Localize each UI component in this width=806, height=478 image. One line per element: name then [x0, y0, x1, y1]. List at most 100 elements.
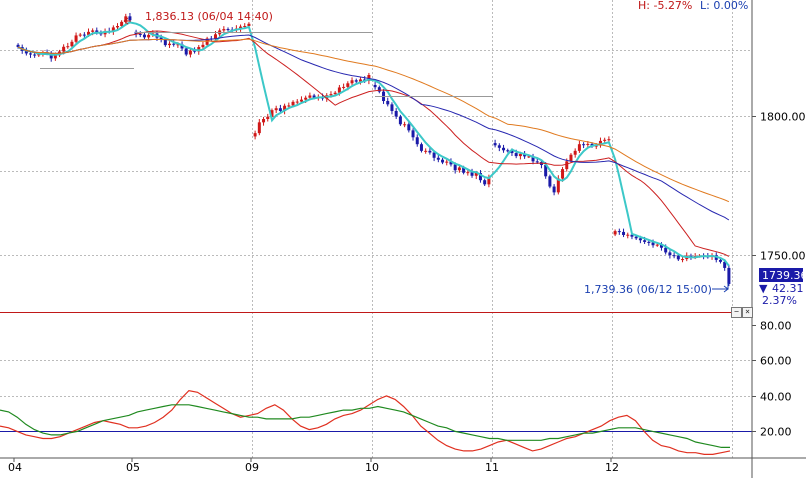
- candle-body: [257, 122, 261, 134]
- price-y-tick-label: 1750.00: [760, 250, 806, 263]
- candle-body: [163, 39, 167, 46]
- candle-body: [676, 255, 680, 260]
- candle-body: [552, 186, 556, 193]
- candle-body: [470, 172, 474, 176]
- candle-body: [49, 53, 53, 59]
- candle-body: [655, 244, 659, 246]
- candle-body: [603, 139, 607, 141]
- candle-body: [312, 95, 316, 98]
- candle-body: [193, 50, 197, 52]
- candle-body: [147, 34, 151, 38]
- candle-body: [462, 167, 466, 173]
- osc-y-tick-label: 20.00: [760, 426, 792, 439]
- candle-body: [689, 255, 693, 257]
- candle-body: [33, 54, 37, 56]
- high-marker-label: 1,836.13 (06/04 14:40): [145, 10, 273, 23]
- candle-body: [506, 150, 510, 152]
- candle-body: [449, 161, 453, 165]
- candle-body: [398, 116, 402, 125]
- candle-body: [266, 116, 270, 120]
- candle-body: [466, 172, 470, 174]
- close-panel-button[interactable]: ×: [742, 307, 753, 318]
- osc-slow-line: [0, 404, 730, 448]
- candle-body: [159, 37, 163, 40]
- candle-body: [373, 84, 377, 88]
- candle-body: [346, 83, 350, 87]
- change-value: 42.31: [772, 282, 804, 295]
- candle-body: [535, 161, 539, 163]
- oscillator-panel: [0, 312, 752, 455]
- candle-body: [377, 87, 381, 92]
- candle-body: [403, 124, 407, 126]
- candle-body: [441, 159, 445, 163]
- candle-body: [337, 87, 341, 93]
- candle-body: [478, 172, 482, 181]
- candle-body: [304, 97, 308, 100]
- candle-body: [681, 259, 685, 261]
- candle-body: [432, 152, 436, 158]
- candle-body: [142, 34, 146, 38]
- candle-body: [53, 55, 57, 59]
- candle-body: [445, 161, 449, 163]
- candle-body: [95, 30, 99, 33]
- candle-body: [622, 231, 626, 235]
- candle-body: [176, 44, 180, 46]
- candle-body: [668, 252, 672, 256]
- minimize-panel-button[interactable]: −: [731, 307, 742, 318]
- candle-body: [483, 180, 487, 185]
- candle-body: [723, 261, 727, 268]
- candle-body: [727, 267, 731, 284]
- candle-body: [607, 139, 611, 141]
- candle-body: [626, 234, 630, 236]
- candle-body: [222, 29, 226, 31]
- candle-body: [474, 172, 478, 176]
- ma-red-line: [17, 30, 730, 257]
- candle-body: [29, 53, 32, 55]
- candle-body: [262, 119, 266, 123]
- candle-body: [358, 79, 362, 82]
- candle-body: [415, 137, 419, 145]
- last-value-text: 1739.36: [762, 269, 806, 282]
- candle-body: [278, 108, 282, 111]
- candle-body: [453, 164, 457, 171]
- candle-body: [638, 238, 642, 241]
- candle-body: [82, 34, 86, 36]
- candle-body: [16, 44, 20, 48]
- candle-body: [291, 101, 295, 106]
- candle-body: [424, 150, 428, 152]
- candle-body: [617, 231, 621, 233]
- candle-body: [201, 44, 205, 48]
- candle-body: [428, 150, 432, 153]
- candle-body: [283, 105, 287, 111]
- candle-body: [556, 178, 560, 193]
- candle-body: [138, 34, 142, 36]
- candle-body: [527, 156, 531, 158]
- candle-body: [197, 47, 201, 52]
- ma-fast-line: [17, 21, 730, 267]
- candle-body: [598, 140, 602, 146]
- candle-body: [184, 48, 188, 55]
- candle-body: [544, 164, 548, 177]
- candle-body: [354, 80, 358, 82]
- candle-body: [487, 177, 491, 185]
- candle-body: [70, 41, 74, 47]
- candle-body: [226, 29, 230, 31]
- candle-body: [493, 143, 497, 146]
- candle-body: [651, 242, 655, 246]
- candle-body: [390, 104, 394, 111]
- candle-body: [111, 27, 115, 32]
- last-marker-label: 1,739.36 (06/12 15:00): [584, 283, 712, 296]
- candle-body: [497, 145, 501, 148]
- price-y-tick-label: 1800.00: [760, 111, 806, 124]
- osc-y-tick-label: 40.00: [760, 391, 792, 404]
- candle-body: [299, 99, 303, 102]
- ma-orange-line: [17, 38, 730, 203]
- candle-body: [613, 231, 617, 235]
- x-tick-label: 11: [485, 461, 499, 474]
- candle-body: [243, 26, 247, 28]
- candle-body: [329, 94, 333, 96]
- candle-body: [569, 154, 573, 162]
- candle-body: [287, 105, 291, 107]
- candle-body: [274, 108, 278, 111]
- candle-body: [514, 153, 518, 157]
